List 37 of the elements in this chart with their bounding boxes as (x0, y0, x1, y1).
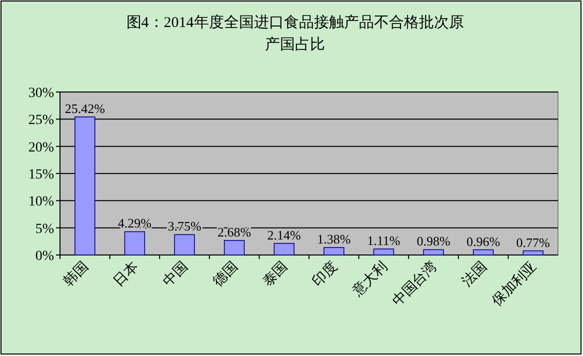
y-tick-label: 10% (28, 194, 54, 210)
data-label: 2.14% (267, 227, 302, 242)
x-tick-label: 印度 (310, 258, 341, 290)
data-label: 25.42% (64, 100, 106, 116)
bar (74, 116, 96, 256)
data-label: 2.68% (218, 224, 252, 240)
bar (274, 242, 294, 256)
data-label: 4.29% (118, 216, 152, 231)
x-tick-label: 法国 (459, 258, 490, 290)
y-tick-label: 15% (28, 168, 54, 182)
chart-title: 图4：2014年度全国进口食品接触产品不合格批次原产国占比 (125, 13, 465, 55)
y-tick-label: 25% (28, 113, 54, 128)
bar (423, 249, 444, 256)
y-tick-label: 30% (28, 86, 54, 101)
bar (522, 250, 544, 256)
x-tick-label: 泰国 (260, 258, 291, 290)
x-tick-label: 韩国 (60, 258, 92, 290)
bar (224, 240, 245, 256)
data-label: 0.98% (416, 234, 450, 249)
bar (472, 249, 494, 256)
y-tick-label: 5% (35, 222, 54, 237)
y-tick-label: 20% (28, 140, 54, 156)
x-tick-label: 中国台湾 (389, 258, 440, 310)
data-label: 0.77% (516, 234, 550, 250)
bar (124, 231, 146, 256)
bar (373, 248, 394, 256)
x-tick-label: 日本 (110, 258, 142, 290)
x-tick-label: 德国 (210, 258, 242, 290)
x-tick-label: 保加利亚 (489, 258, 540, 310)
y-tick-label: 0% (35, 249, 54, 264)
data-label: 1.38% (317, 232, 351, 246)
data-label: 1.11% (367, 232, 400, 248)
bar (324, 247, 344, 256)
x-tick-label: 意大利 (348, 258, 391, 300)
x-tick-label: 中国 (160, 258, 192, 290)
data-label: 0.96% (466, 234, 500, 249)
bar (174, 234, 195, 256)
